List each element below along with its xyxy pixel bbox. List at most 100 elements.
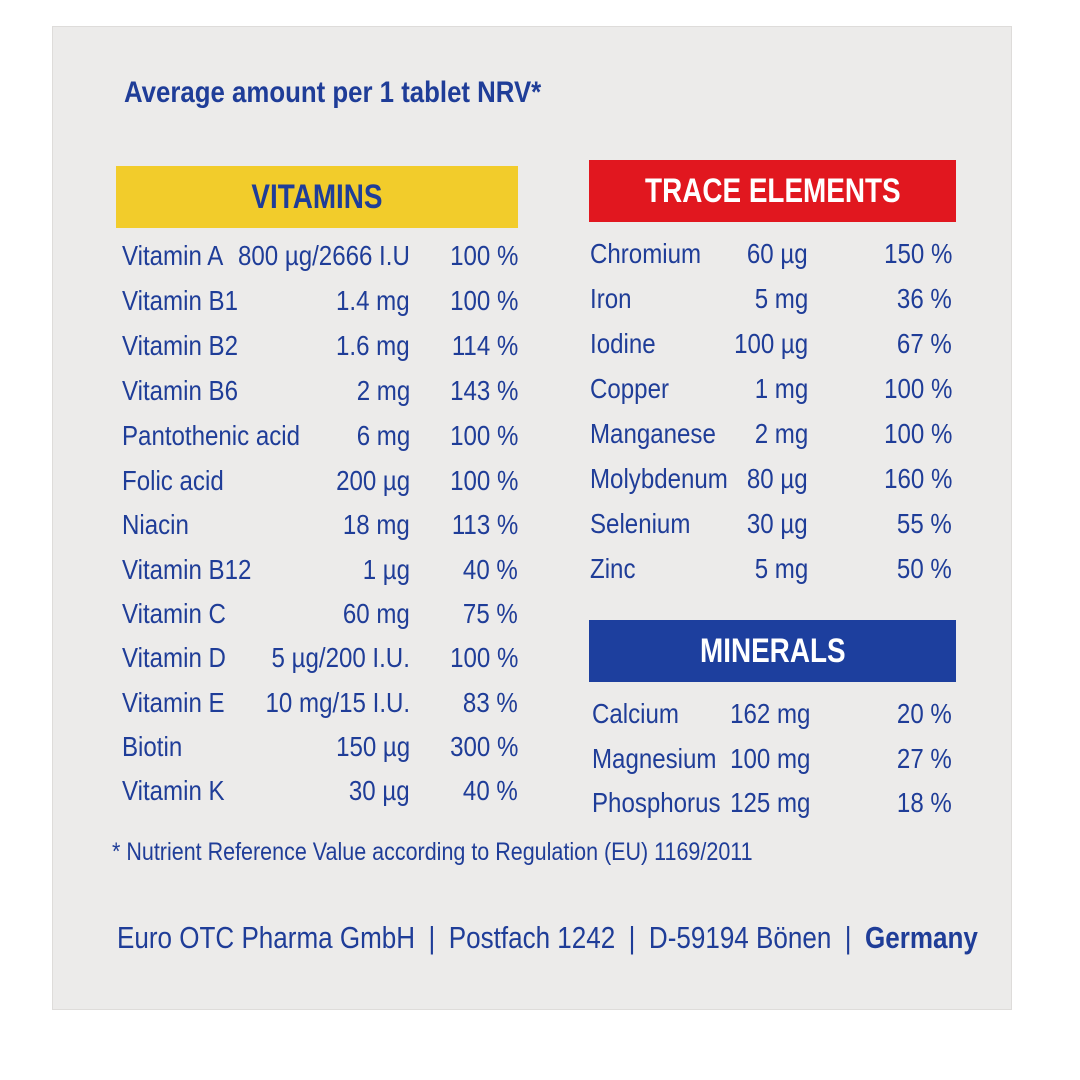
nutrient-amount: 5 mg: [754, 283, 808, 314]
nutrient-nrv: 18 %: [897, 787, 952, 818]
vitamin-row: Vitamin D 5 µg/200 I.U. 100 %: [122, 638, 518, 678]
nutrient-name: Pantothenic acid: [122, 420, 301, 451]
nutrient-name: Vitamin E: [122, 687, 225, 718]
nutrient-nrv: 100 %: [449, 465, 518, 496]
separator: |: [428, 920, 436, 955]
nutrient-amount: 2 mg: [754, 418, 808, 449]
nutrient-name: Chromium: [590, 238, 702, 269]
nutrient-amount: 200 µg: [335, 465, 410, 496]
nutrient-name: Copper: [590, 373, 669, 404]
company-name: Euro OTC Pharma GmbH: [117, 920, 416, 955]
nutrient-nrv: 143 %: [449, 375, 518, 406]
vitamin-row: Niacin 18 mg 113 %: [122, 505, 518, 545]
vitamin-row: Folic acid 200 µg 100 %: [122, 461, 518, 501]
nutrient-amount: 18 mg: [343, 509, 410, 540]
manufacturer-address: Euro OTC Pharma GmbH | Postfach 1242 | D-591…: [117, 920, 978, 956]
postbox: Postfach 1242: [448, 920, 616, 955]
trace-element-row: Copper 1 mg 100 %: [590, 369, 952, 409]
nutrient-nrv: 300 %: [449, 731, 518, 762]
nutrient-amount: 125 mg: [729, 787, 810, 818]
minerals-title: MINERALS: [699, 631, 846, 670]
nutrient-name: Vitamin B12: [122, 554, 252, 585]
city: D-59194 Bönen: [648, 920, 832, 955]
nutrient-amount: 2 mg: [356, 375, 410, 406]
separator: |: [844, 920, 852, 955]
nutrient-nrv: 50 %: [897, 553, 952, 584]
nutrient-name: Zinc: [590, 553, 636, 584]
nutrient-nrv: 160 %: [883, 463, 952, 494]
nutrient-nrv: 100 %: [883, 418, 952, 449]
nutrient-nrv: 100 %: [449, 285, 518, 316]
nutrient-name: Niacin: [122, 509, 189, 540]
nutrition-heading: Average amount per 1 tablet NRV*: [124, 76, 542, 109]
nutrient-nrv: 150 %: [883, 238, 952, 269]
vitamin-row: Pantothenic acid 6 mg 100 %: [122, 416, 518, 456]
nutrient-amount: 162 mg: [729, 698, 810, 729]
nutrient-amount: 5 mg: [754, 553, 808, 584]
trace-elements-band: TRACE ELEMENTS: [589, 160, 956, 222]
nutrient-name: Iron: [590, 283, 632, 314]
nutrient-amount: 60 µg: [747, 238, 808, 269]
nutrient-nrv: 40 %: [463, 775, 518, 806]
nutrient-nrv: 27 %: [897, 743, 952, 774]
nutrient-amount: 60 mg: [343, 598, 410, 629]
vitamin-row: Vitamin B12 1 µg 40 %: [122, 550, 518, 590]
nutrient-amount: 1.6 mg: [336, 330, 410, 361]
minerals-band: MINERALS: [589, 620, 956, 682]
nutrient-amount: 80 µg: [747, 463, 808, 494]
vitamin-row: Vitamin E 10 mg/15 I.U. 83 %: [122, 683, 518, 723]
nutrient-amount: 1.4 mg: [336, 285, 410, 316]
mineral-row: Magnesium 100 mg 27 %: [592, 739, 952, 779]
nutrient-name: Selenium: [590, 508, 691, 539]
nutrient-nrv: 114 %: [451, 330, 518, 361]
nutrient-amount: 6 mg: [356, 420, 410, 451]
nutrient-name: Molybdenum: [590, 463, 728, 494]
vitamin-row: Vitamin B2 1.6 mg 114 %: [122, 326, 518, 366]
nutrient-nrv: 40 %: [463, 554, 518, 585]
nutrient-amount: 800 µg/2666 I.U: [238, 240, 410, 271]
nutrient-nrv: 75 %: [463, 598, 518, 629]
nutrient-nrv: 100 %: [449, 642, 518, 673]
nutrient-name: Vitamin C: [122, 598, 226, 629]
nutrient-name: Calcium: [592, 698, 679, 729]
vitamins-band: VITAMINS: [116, 166, 518, 228]
nutrient-nrv: 100 %: [449, 240, 518, 271]
trace-elements-title: TRACE ELEMENTS: [644, 171, 901, 210]
nutrient-name: Manganese: [590, 418, 716, 449]
nutrient-name: Iodine: [590, 328, 656, 359]
nutrient-nrv: 113 %: [451, 509, 518, 540]
trace-element-row: Chromium 60 µg 150 %: [590, 234, 952, 274]
nutrient-nrv: 67 %: [897, 328, 952, 359]
nutrient-name: Vitamin B2: [122, 330, 239, 361]
nutrient-nrv: 20 %: [897, 698, 952, 729]
nutrient-name: Folic acid: [122, 465, 224, 496]
vitamin-row: Vitamin B1 1.4 mg 100 %: [122, 281, 518, 321]
vitamin-row: Vitamin C 60 mg 75 %: [122, 594, 518, 634]
trace-element-row: Iodine 100 µg 67 %: [590, 324, 952, 364]
nutrient-amount: 1 µg: [362, 554, 410, 585]
nutrient-amount: 5 µg/200 I.U.: [271, 642, 410, 673]
nutrient-amount: 1 mg: [754, 373, 808, 404]
trace-element-row: Manganese 2 mg 100 %: [590, 414, 952, 454]
nutrient-name: Vitamin K: [122, 775, 225, 806]
vitamin-row: Biotin 150 µg 300 %: [122, 727, 518, 767]
nutrient-name: Vitamin D: [122, 642, 226, 673]
nutrient-nrv: 55 %: [897, 508, 952, 539]
trace-element-row: Iron 5 mg 36 %: [590, 279, 952, 319]
vitamin-row: Vitamin K 30 µg 40 %: [122, 771, 518, 811]
mineral-row: Calcium 162 mg 20 %: [592, 694, 952, 734]
nutrient-amount: 100 µg: [733, 328, 808, 359]
trace-element-row: Zinc 5 mg 50 %: [590, 549, 952, 589]
separator: |: [628, 920, 636, 955]
mineral-row: Phosphorus 125 mg 18 %: [592, 783, 952, 823]
nutrient-name: Biotin: [122, 731, 183, 762]
nutrient-amount: 30 µg: [747, 508, 808, 539]
nutrient-name: Phosphorus: [592, 787, 721, 818]
nutrient-name: Vitamin B6: [122, 375, 239, 406]
country: Germany: [864, 920, 978, 955]
nutrient-amount: 30 µg: [349, 775, 410, 806]
nutrient-nrv: 100 %: [883, 373, 952, 404]
trace-element-row: Molybdenum 80 µg 160 %: [590, 459, 952, 499]
nutrient-amount: 10 mg/15 I.U.: [265, 687, 410, 718]
nutrient-nrv: 100 %: [449, 420, 518, 451]
